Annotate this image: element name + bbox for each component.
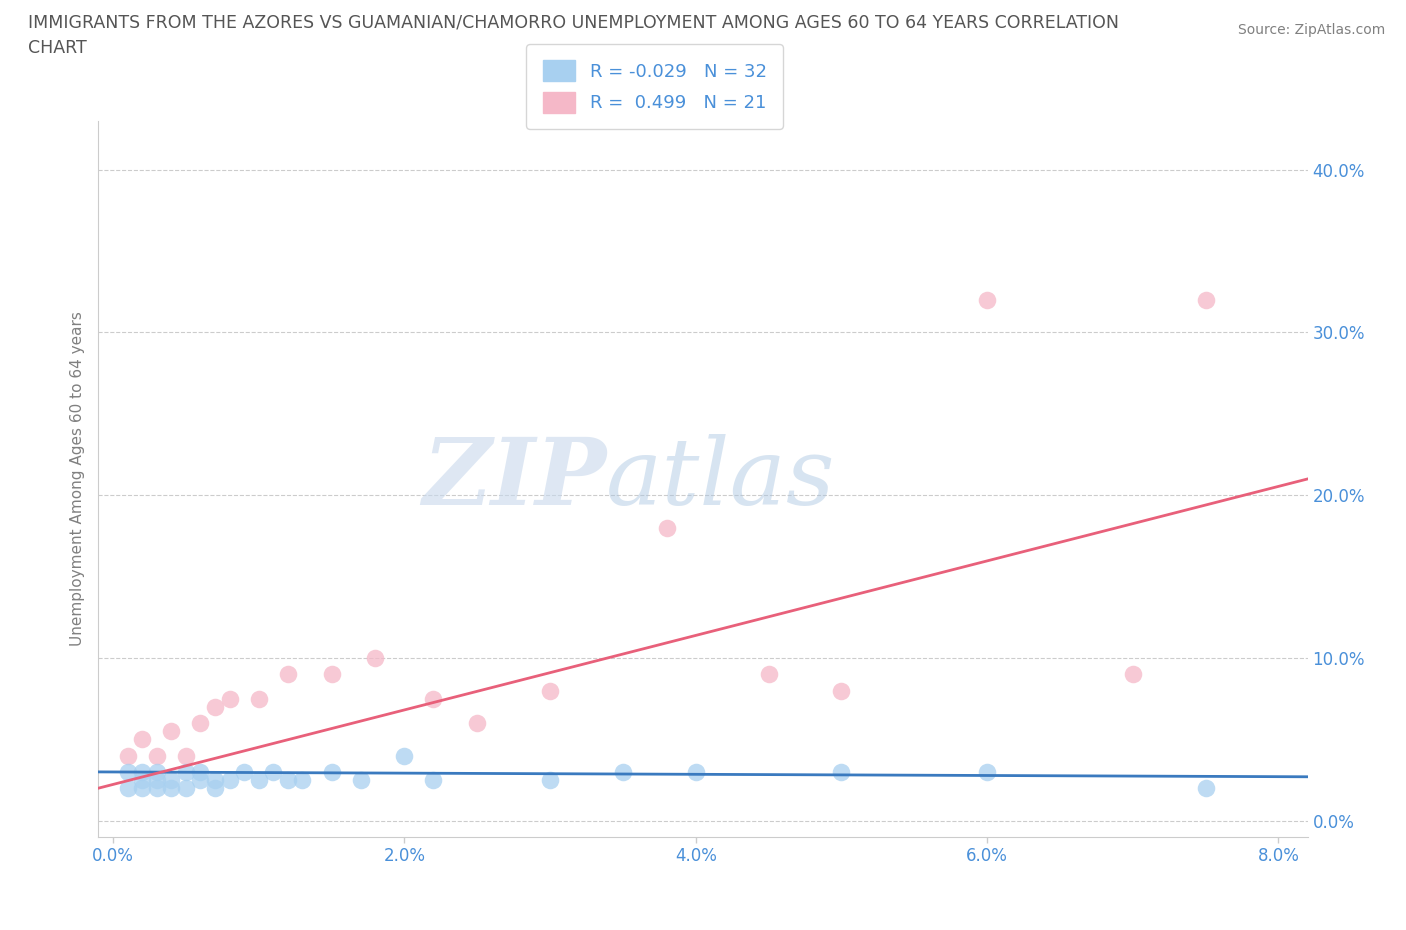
- Point: [131, 764, 153, 779]
- Point: [291, 773, 314, 788]
- Point: [131, 781, 153, 796]
- Point: [160, 724, 183, 738]
- Point: [830, 764, 852, 779]
- Point: [247, 773, 270, 788]
- Point: [247, 691, 270, 706]
- Point: [145, 764, 167, 779]
- Point: [145, 781, 167, 796]
- Point: [465, 716, 488, 731]
- Point: [160, 773, 183, 788]
- Text: ZIP: ZIP: [422, 434, 606, 524]
- Point: [538, 683, 561, 698]
- Point: [758, 667, 780, 682]
- Point: [830, 683, 852, 698]
- Point: [145, 773, 167, 788]
- Point: [131, 773, 153, 788]
- Point: [394, 748, 416, 763]
- Y-axis label: Unemployment Among Ages 60 to 64 years: Unemployment Among Ages 60 to 64 years: [69, 312, 84, 646]
- Point: [538, 773, 561, 788]
- Point: [174, 764, 197, 779]
- Point: [685, 764, 707, 779]
- Point: [350, 773, 373, 788]
- Point: [204, 781, 226, 796]
- Point: [1122, 667, 1144, 682]
- Point: [277, 773, 299, 788]
- Point: [976, 292, 998, 307]
- Text: Source: ZipAtlas.com: Source: ZipAtlas.com: [1237, 23, 1385, 37]
- Point: [1194, 292, 1216, 307]
- Point: [190, 716, 212, 731]
- Point: [174, 781, 197, 796]
- Legend: R = -0.029   N = 32, R =  0.499   N = 21: R = -0.029 N = 32, R = 0.499 N = 21: [526, 44, 783, 129]
- Point: [321, 667, 343, 682]
- Point: [204, 699, 226, 714]
- Text: atlas: atlas: [606, 434, 835, 524]
- Point: [976, 764, 998, 779]
- Point: [655, 521, 678, 536]
- Point: [117, 748, 139, 763]
- Point: [262, 764, 284, 779]
- Point: [204, 773, 226, 788]
- Point: [174, 748, 197, 763]
- Point: [145, 748, 167, 763]
- Point: [422, 773, 444, 788]
- Point: [1194, 781, 1216, 796]
- Point: [117, 764, 139, 779]
- Point: [422, 691, 444, 706]
- Text: IMMIGRANTS FROM THE AZORES VS GUAMANIAN/CHAMORRO UNEMPLOYMENT AMONG AGES 60 TO 6: IMMIGRANTS FROM THE AZORES VS GUAMANIAN/…: [28, 14, 1119, 32]
- Point: [277, 667, 299, 682]
- Point: [117, 781, 139, 796]
- Point: [131, 732, 153, 747]
- Point: [190, 764, 212, 779]
- Point: [364, 651, 387, 666]
- Point: [190, 773, 212, 788]
- Text: CHART: CHART: [28, 39, 87, 57]
- Point: [160, 781, 183, 796]
- Point: [612, 764, 634, 779]
- Point: [218, 691, 240, 706]
- Point: [218, 773, 240, 788]
- Point: [321, 764, 343, 779]
- Point: [233, 764, 256, 779]
